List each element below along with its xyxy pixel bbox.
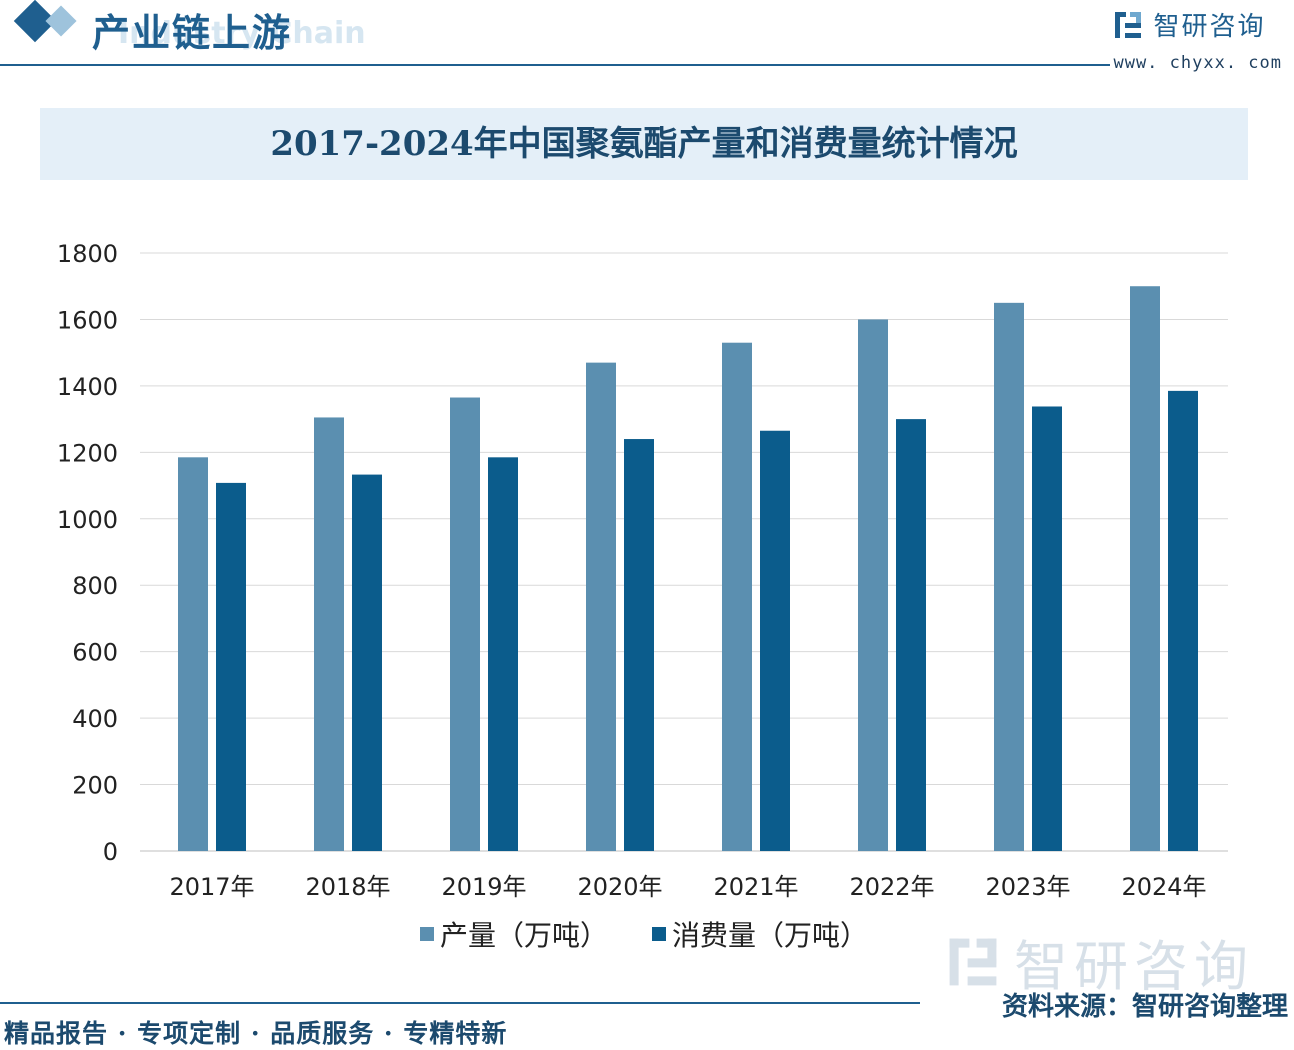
brand: 智研咨询 www. chyxx. com: [1113, 6, 1282, 73]
legend: 产量（万吨） 消费量（万吨）: [0, 914, 1294, 954]
y-tick-label-400: 400: [72, 705, 118, 733]
bar-consumption-0: [216, 482, 246, 851]
section-title: 产业链上游: [92, 10, 293, 55]
bar-chart: 0 200 400 600 800 1000 1200 1400 1600 1800 2017年 20…: [57, 240, 1228, 901]
y-tick-label-1400: 1400: [57, 373, 118, 401]
legend-label-production: 产量（万吨）: [440, 919, 609, 952]
y-tick-label-0: 0: [103, 838, 118, 866]
y-tick-label-800: 800: [72, 572, 118, 600]
watermark-text: 智研咨询: [1014, 935, 1254, 998]
bar-consumption-1: [352, 474, 382, 851]
y-tick-label-600: 600: [72, 639, 118, 667]
brand-url[interactable]: www. chyxx. com: [1113, 53, 1282, 73]
x-tick-label-0: 2017年: [169, 873, 254, 901]
legend-swatch-consumption: [652, 927, 666, 941]
bar-production-4: [722, 342, 752, 851]
bar-consumption-2: [488, 457, 518, 851]
x-tick-label-3: 2020年: [577, 873, 662, 901]
header: Industry Chain 产业链上游 智研咨询 www. chyxx. co…: [0, 0, 1294, 73]
brand-name: 智研咨询: [1153, 12, 1266, 42]
bar-consumption-7: [1168, 390, 1198, 851]
bar-consumption-3: [624, 439, 654, 851]
legend-swatch-production: [420, 927, 434, 941]
x-tick-label-6: 2023年: [985, 873, 1070, 901]
legend-item-consumption: 消费量（万吨）: [652, 914, 868, 954]
header-divider: [0, 64, 1110, 66]
chart-title: 2017-2024年中国聚氨酯产量和消费量统计情况: [270, 124, 1018, 164]
source-divider: [0, 1002, 920, 1004]
x-tick-label-5: 2022年: [849, 873, 934, 901]
watermark: 智研咨询: [946, 922, 1254, 1001]
watermark-logo-icon: [949, 938, 997, 985]
x-tick-label-7: 2024年: [1121, 873, 1206, 901]
legend-label-consumption: 消费量（万吨）: [672, 919, 869, 952]
bar-production-0: [178, 457, 208, 851]
y-tick-label-1000: 1000: [57, 506, 118, 534]
chart-title-box: 2017-2024年中国聚氨酯产量和消费量统计情况: [40, 108, 1248, 180]
x-tick-label-1: 2018年: [305, 873, 390, 901]
source-note: 资料来源：智研咨询整理: [1001, 992, 1288, 1022]
bar-production-1: [314, 417, 344, 851]
y-tick-label-1800: 1800: [57, 240, 118, 268]
bar-production-2: [450, 397, 480, 851]
bar-consumption-6: [1032, 406, 1062, 851]
y-tick-label-1200: 1200: [57, 439, 118, 467]
brand-logo-icon: [1115, 11, 1142, 38]
bar-production-3: [586, 362, 616, 851]
bar-production-6: [994, 302, 1024, 851]
bar-consumption-5: [896, 419, 926, 851]
bar-consumption-4: [760, 430, 790, 851]
x-tick-label-4: 2021年: [713, 873, 798, 901]
y-tick-label-200: 200: [72, 772, 118, 800]
bar-production-5: [858, 319, 888, 851]
x-tick-label-2: 2019年: [441, 873, 526, 901]
y-tick-label-1600: 1600: [57, 306, 118, 334]
legend-item-production: 产量（万吨）: [420, 914, 608, 954]
bar-production-7: [1130, 286, 1160, 851]
footer-slogan: 精品报告 · 专项定制 · 品质服务 · 专精特新: [4, 1019, 508, 1048]
